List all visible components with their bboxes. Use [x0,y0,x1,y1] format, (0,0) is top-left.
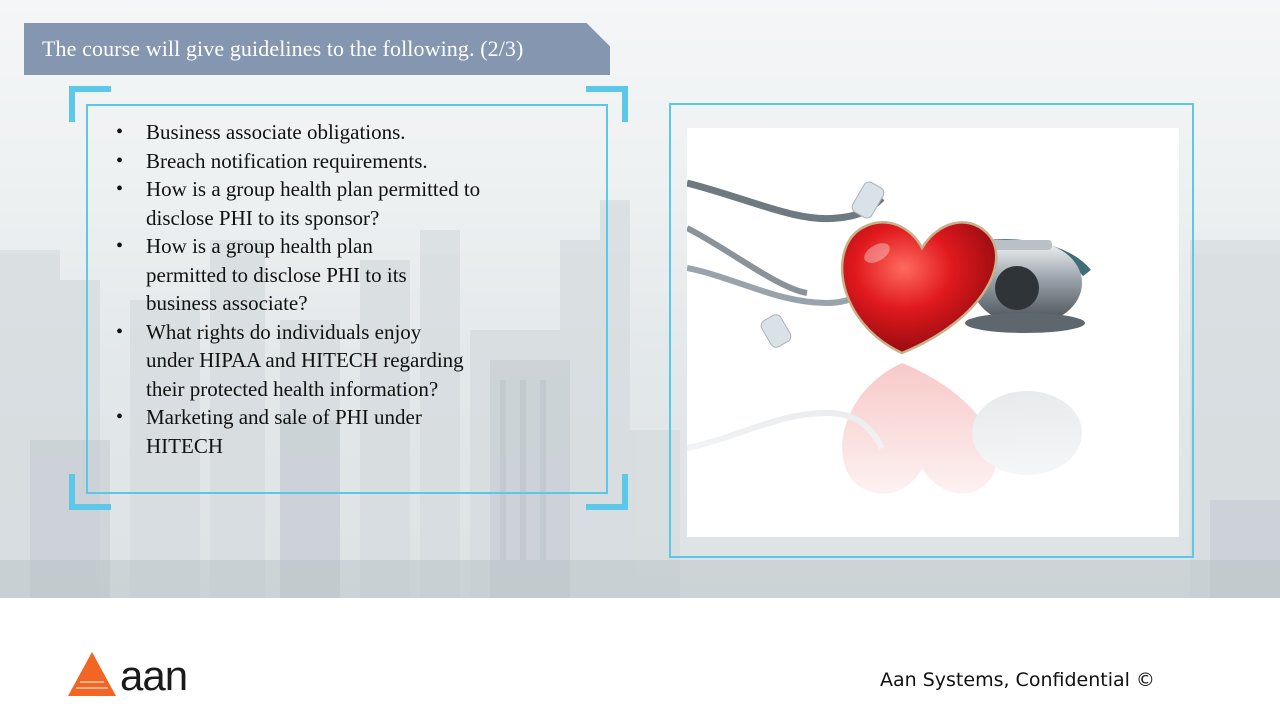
text-box [86,104,608,494]
title-banner: The course will give guidelines to the f… [24,23,610,75]
bullet-list: Business associate obligations. Breach n… [110,118,550,460]
triangle-logo-icon [68,652,116,696]
image-frame [669,103,1194,558]
frame-corner-bottom-left [69,474,111,510]
bullet-item: How is a group health plan permitted to … [110,175,550,232]
bullet-item: Marketing and sale of PHI under HITECH [110,403,550,460]
logo-text: aan [120,652,188,699]
heart-stethoscope-icon [687,179,1179,537]
slide-title: The course will give guidelines to the f… [42,36,524,61]
heart-stethoscope-image [687,128,1179,537]
bullet-item: What rights do individuals enjoy under H… [110,318,550,404]
text-frame-corners [69,86,628,510]
frame-corner-top-left [69,86,111,122]
company-logo: aan [68,652,188,699]
bullet-item: Breach notification requirements. [110,147,550,176]
confidential-notice: Aan Systems, Confidential © [880,669,1155,691]
footer-area [0,598,1280,720]
frame-corner-bottom-right [586,474,628,510]
frame-corner-top-right [586,86,628,122]
bullet-item: How is a group health plan permitted to … [110,232,550,318]
bullet-item: Business associate obligations. [110,118,550,147]
